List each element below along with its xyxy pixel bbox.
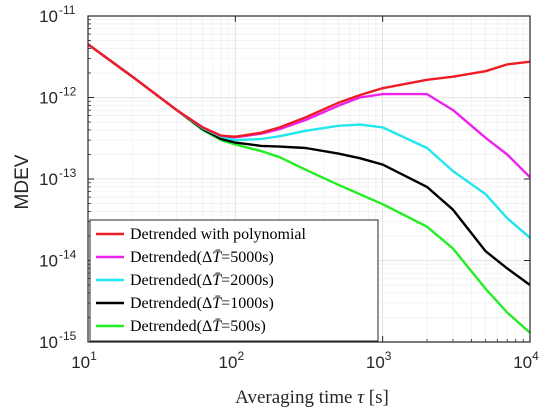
legend-close-paren: ): [268, 272, 273, 289]
legend-equals: =: [221, 249, 230, 266]
y-tick-label: 10: [39, 333, 58, 352]
x-tick-exponent: 1: [90, 349, 97, 363]
x-tick-label: 103: [366, 349, 392, 372]
x-tick-exponent: 3: [385, 349, 392, 363]
legend-dt-value: 1000s: [230, 295, 268, 312]
legend: Detrended with polynomialDetrended(ΔT̄=5…: [89, 219, 379, 342]
legend-close-paren: ): [268, 249, 273, 266]
x-tick-label: 102: [219, 349, 245, 372]
legend-equals: =: [221, 295, 230, 312]
x-axis-label: Averaging time τ [s]: [235, 387, 389, 408]
legend-entry: Detrended(ΔT̄=5000s): [130, 249, 274, 266]
legend-dt-value: 2000s: [230, 272, 268, 289]
legend-entry: Detrended with polynomial: [130, 226, 307, 243]
legend-delta-symbol: Δ: [202, 318, 212, 335]
legend-entry-text: Detrended(: [130, 249, 202, 266]
legend-t-bar-symbol: T̄: [212, 249, 222, 266]
x-tick-base: 10: [219, 353, 238, 372]
y-axis-label: MDEV: [12, 154, 33, 209]
y-tick-base: 10: [39, 252, 58, 271]
series-layer: [87, 43, 531, 334]
legend-entry-text: Detrended with polynomial: [130, 226, 307, 243]
legend-equals: =: [221, 272, 230, 289]
y-tick-exponent: -14: [59, 248, 77, 262]
y-tick-exponent: -11: [59, 3, 76, 17]
legend-delta-symbol: Δ: [202, 272, 212, 289]
series-line: [87, 43, 531, 138]
legend-t-bar-symbol: T̄: [212, 272, 222, 289]
y-tick-label: 10: [39, 252, 58, 271]
legend-close-paren: ): [260, 318, 265, 335]
x-tick-base: 10: [71, 353, 90, 372]
legend-delta-symbol: Δ: [202, 295, 212, 312]
legend-entry-text: Detrended(: [130, 318, 202, 335]
x-tick-labels: 101 102 103 104: [71, 349, 539, 372]
x-axis-label-unit: [s]: [369, 387, 389, 408]
x-tick-base: 10: [513, 353, 532, 372]
y-tick-base: 10: [39, 89, 58, 108]
x-axis-label-symbol: τ: [357, 387, 365, 408]
y-tick-exponent: -13: [59, 166, 77, 180]
y-tick-base: 10: [39, 333, 58, 352]
legend-entry-text: Detrended(: [130, 272, 202, 289]
x-axis-label-text: Averaging time: [235, 387, 352, 408]
legend-equals: =: [221, 318, 230, 335]
legend-dt-value: 500s: [230, 318, 260, 335]
y-tick-base: 10: [39, 170, 58, 189]
x-tick-label: 104: [513, 349, 539, 372]
legend-t-bar-symbol: T̄: [212, 318, 222, 335]
legend-entry: Detrended(ΔT̄=500s): [130, 318, 266, 335]
x-tick-base: 10: [366, 353, 385, 372]
y-tick-label: 10: [39, 170, 58, 189]
legend-entry: Detrended(ΔT̄=1000s): [130, 295, 274, 312]
x-tick-exponent: 2: [237, 349, 244, 363]
legend-t-bar-symbol: T̄: [212, 295, 222, 312]
y-tick-exponent: -12: [59, 85, 77, 99]
legend-delta-symbol: Δ: [202, 249, 212, 266]
legend-box: [89, 219, 379, 342]
x-tick-exponent: 4: [532, 349, 539, 363]
legend-dt-value: 5000s: [230, 249, 268, 266]
y-tick-label: 10: [39, 7, 58, 26]
legend-entry: Detrended(ΔT̄=2000s): [130, 272, 274, 289]
legend-entry-text: Detrended(: [130, 295, 202, 312]
x-tick-label: 101: [71, 349, 97, 372]
y-tick-label: 10: [39, 89, 58, 108]
y-tick-base: 10: [39, 7, 58, 26]
y-tick-exponent: -15: [59, 329, 77, 343]
legend-close-paren: ): [268, 295, 273, 312]
